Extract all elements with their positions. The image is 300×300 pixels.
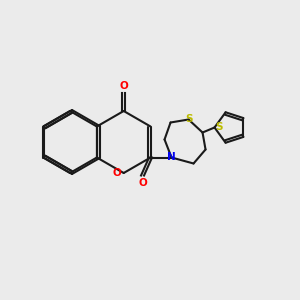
Text: S: S <box>185 113 192 124</box>
Text: O: O <box>138 178 147 188</box>
Text: O: O <box>119 81 128 91</box>
Text: O: O <box>113 168 122 178</box>
Text: N: N <box>167 152 176 163</box>
Text: S: S <box>215 122 223 133</box>
